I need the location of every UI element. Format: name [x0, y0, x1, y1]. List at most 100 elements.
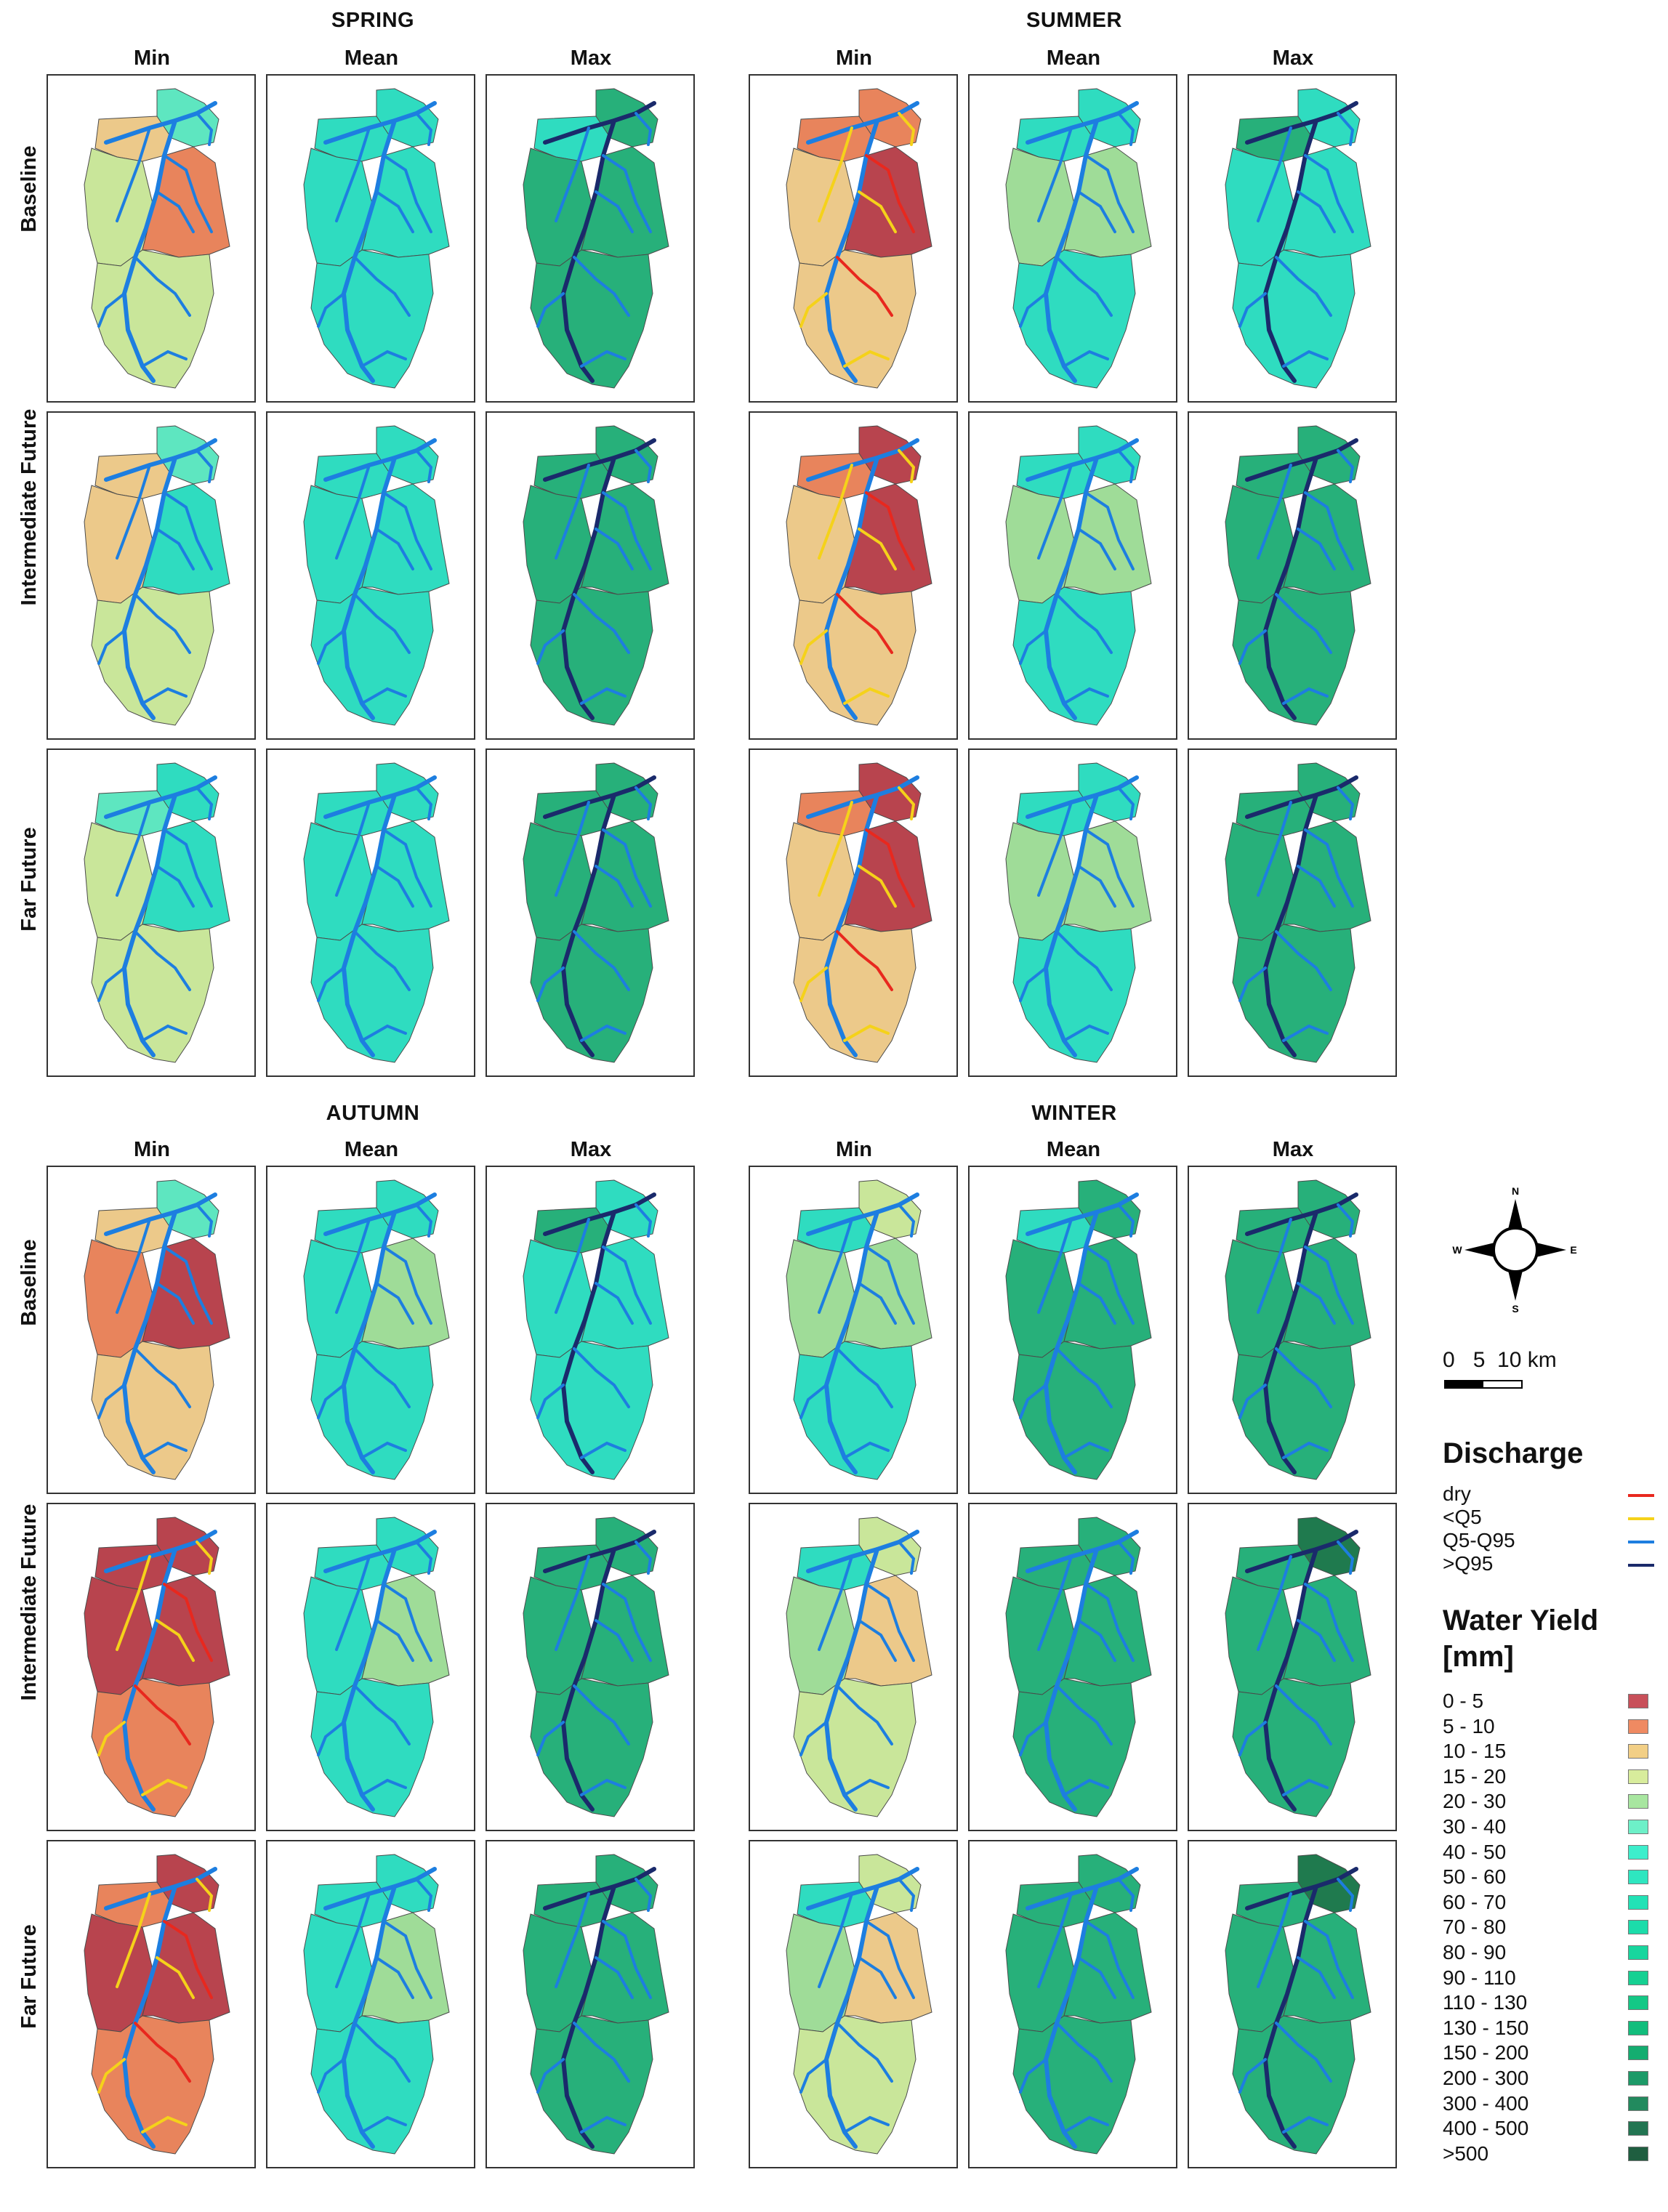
- sub-basin: [91, 1678, 214, 1817]
- river-segment: [163, 1920, 213, 1999]
- river-segment: [543, 1192, 656, 1236]
- water-yield-legend-title: Water Yield: [1443, 1604, 1599, 1636]
- watershed-map: [1225, 425, 1371, 726]
- river-segment: [141, 2115, 188, 2134]
- river-segment: [543, 438, 656, 482]
- river-segment: [382, 828, 432, 908]
- river-segment: [1245, 438, 1358, 482]
- river-segment: [1238, 966, 1267, 1002]
- river-segment: [573, 1347, 630, 1408]
- sub-basin: [530, 2015, 653, 2155]
- watershed-map: [1005, 1517, 1152, 1817]
- water-yield-legend-swatch: [1628, 1844, 1648, 1860]
- water-yield-legend-swatch: [1628, 1894, 1648, 1910]
- watershed-map: [786, 762, 932, 1063]
- sub-basin: [1232, 1341, 1355, 1480]
- river-segment: [1077, 528, 1116, 570]
- river-segment: [1275, 930, 1332, 991]
- sub-basin: [1012, 1678, 1136, 1817]
- river-segment: [1304, 828, 1354, 908]
- river-segment: [1282, 1778, 1329, 1796]
- river-segment: [134, 256, 191, 317]
- sub-basin: [530, 249, 653, 389]
- water-yield-legend-swatch: [1628, 2096, 1648, 2111]
- river-segment: [156, 865, 195, 908]
- river-segment: [1238, 2058, 1267, 2094]
- watershed-map: [1005, 1179, 1152, 1480]
- discharge-legend-label: <Q5: [1443, 1506, 1482, 1528]
- water-yield-legend-label: 90 - 110: [1443, 1966, 1516, 1989]
- river-segment: [799, 292, 828, 328]
- river-segment: [543, 1867, 656, 1910]
- river-segment: [323, 1530, 437, 1573]
- river-segment: [97, 292, 126, 328]
- river-segment: [1055, 1684, 1113, 1745]
- river-segment: [843, 350, 890, 368]
- water-yield-legend-swatch: [1628, 1870, 1648, 1885]
- watershed-map: [1225, 1854, 1371, 2155]
- river-segment: [836, 256, 893, 317]
- river-segment: [1117, 1203, 1135, 1238]
- river-segment: [1297, 190, 1336, 233]
- sub-basin: [530, 1678, 653, 1817]
- col-label-max: Max: [1272, 1138, 1314, 1161]
- watershed-map: [1225, 88, 1371, 389]
- river-segment: [595, 1956, 634, 1999]
- river-segment: [806, 775, 919, 819]
- river-segment: [97, 1384, 126, 1419]
- river-segment: [898, 1541, 916, 1575]
- river-segment: [865, 154, 915, 233]
- water-yield-legend-label: 40 - 50: [1443, 1840, 1507, 1863]
- river-segment: [580, 1441, 626, 1459]
- river-segment: [1077, 1619, 1116, 1662]
- river-segment: [836, 593, 893, 654]
- river-segment: [580, 350, 626, 368]
- river-segment: [555, 126, 590, 222]
- river-segment: [1275, 256, 1332, 317]
- river-segment: [1063, 350, 1109, 368]
- river-segment: [1304, 1920, 1354, 1999]
- sub-basin: [793, 586, 916, 726]
- river-segment: [1117, 786, 1135, 820]
- river-segment: [1275, 1347, 1332, 1408]
- sub-basin: [310, 2015, 434, 2155]
- map-panel-spring-baseline-max: [486, 74, 695, 403]
- watershed-map: [523, 1517, 669, 1817]
- river-segment: [1304, 1246, 1354, 1325]
- map-panel-summer-intermediate-future-min: [749, 411, 958, 740]
- river-segment: [134, 930, 191, 991]
- sub-basin: [1012, 924, 1136, 1063]
- river-segment: [196, 786, 214, 820]
- river-segment: [898, 112, 916, 146]
- river-segment: [1245, 1867, 1358, 1910]
- watershed-map: [84, 425, 230, 726]
- discharge-legend-line: [1628, 1541, 1654, 1543]
- water-yield-legend-label: 30 - 40: [1443, 1815, 1507, 1838]
- map-panel-autumn-intermediate-future-max: [486, 1503, 695, 1831]
- watershed-map: [84, 1854, 230, 2155]
- river-segment: [1282, 1024, 1329, 1042]
- sub-basin: [1232, 1678, 1355, 1817]
- season-title-summer: SUMMER: [1026, 9, 1122, 32]
- col-label-mean: Mean: [1046, 1138, 1101, 1161]
- watershed-map: [303, 88, 450, 389]
- river-segment: [353, 930, 411, 991]
- river-segment: [1026, 101, 1139, 145]
- river-segment: [1337, 786, 1355, 820]
- col-label-min: Min: [836, 1138, 872, 1161]
- river-segment: [415, 1878, 433, 1912]
- river-segment: [1084, 1920, 1135, 1999]
- map-panel-summer-baseline-mean: [968, 74, 1177, 403]
- water-yield-legend-label: 300 - 400: [1443, 2091, 1529, 2115]
- river-segment: [1019, 966, 1047, 1002]
- river-segment: [141, 1441, 188, 1459]
- river-segment: [1304, 1583, 1354, 1662]
- river-segment: [799, 1384, 828, 1419]
- water-yield-legend-swatch: [1628, 1945, 1648, 1960]
- river-segment: [806, 1192, 919, 1236]
- river-segment: [1037, 126, 1073, 222]
- river-segment: [1257, 1218, 1292, 1314]
- water-yield-legend-label: 200 - 300: [1443, 2067, 1529, 2089]
- watershed-map: [303, 1517, 450, 1817]
- water-yield-legend-label: 60 - 70: [1443, 1890, 1507, 1913]
